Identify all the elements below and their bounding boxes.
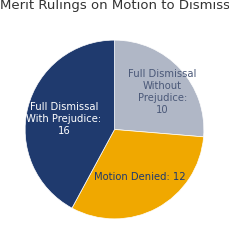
Text: Full Dismissal
Without
Prejudice:
10: Full Dismissal Without Prejudice: 10: [128, 69, 197, 115]
Wedge shape: [72, 129, 204, 219]
Wedge shape: [25, 40, 114, 208]
Text: Full Dismissal
With Prejudice:
16: Full Dismissal With Prejudice: 16: [27, 102, 102, 136]
Text: Motion Denied: 12: Motion Denied: 12: [94, 172, 186, 182]
Wedge shape: [114, 40, 204, 137]
Title: Merit Rulings on Motion to Dismiss: Merit Rulings on Motion to Dismiss: [0, 0, 229, 12]
